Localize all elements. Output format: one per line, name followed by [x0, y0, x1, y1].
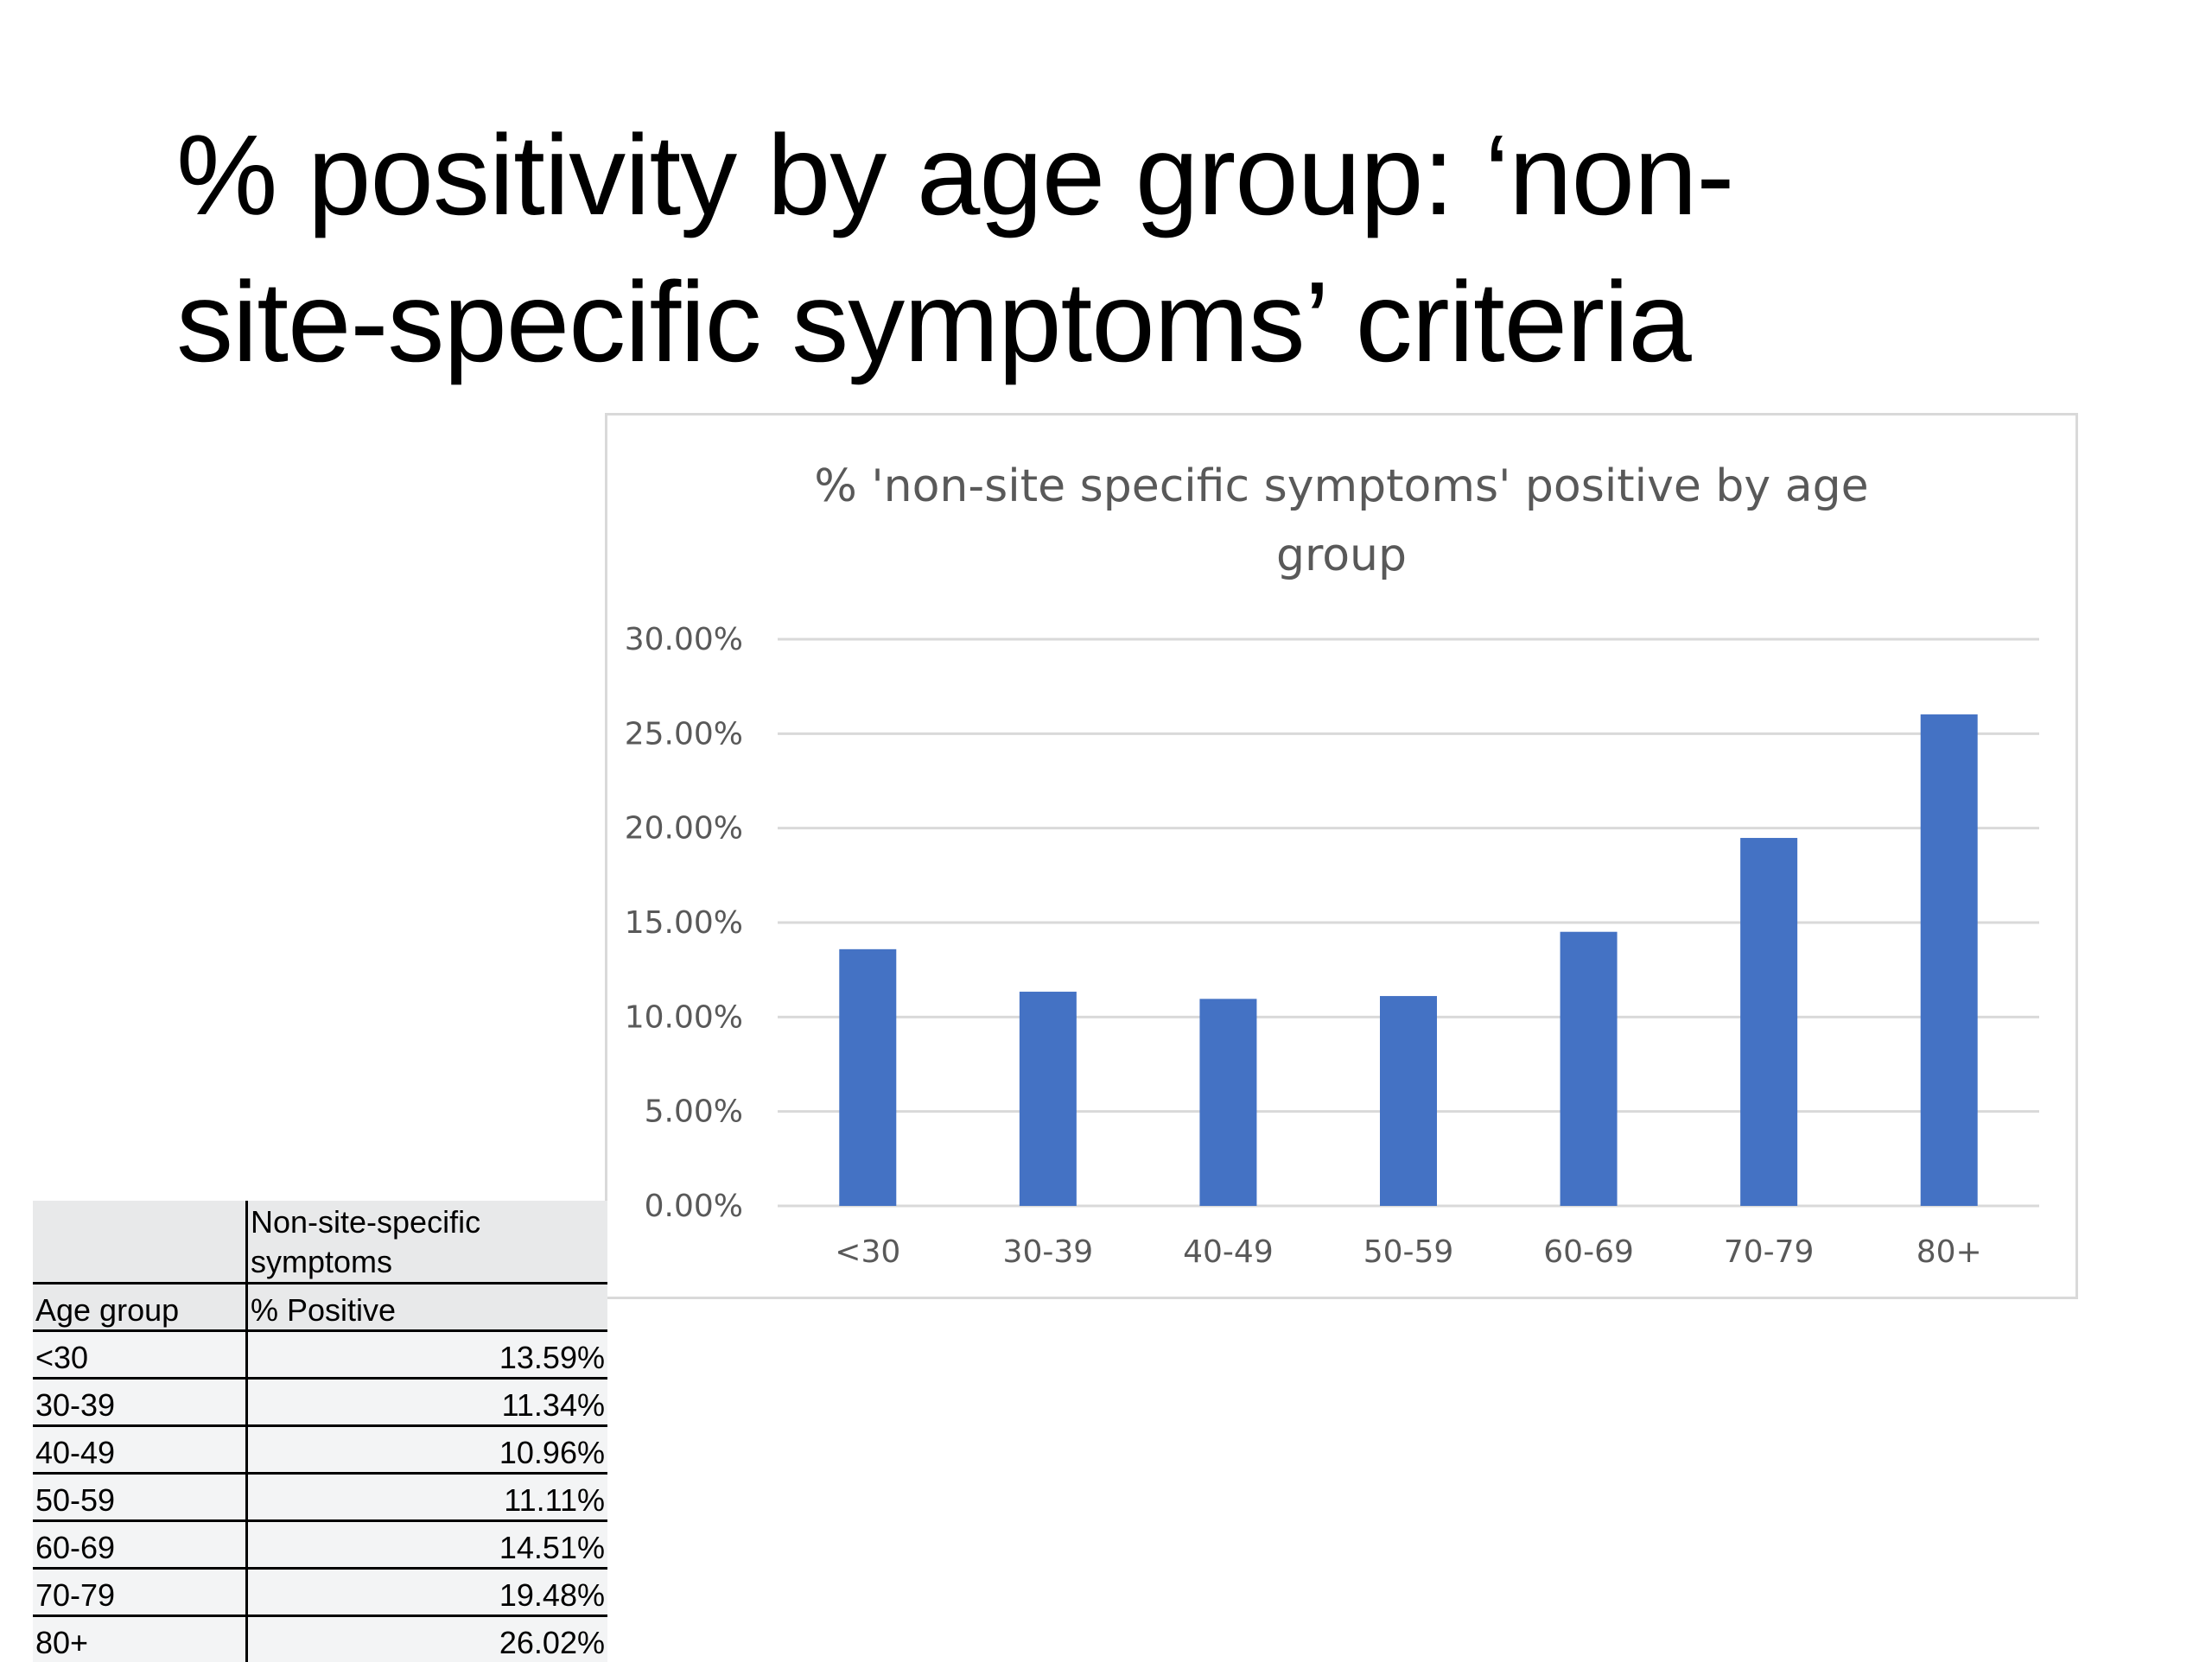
table-cell-percent-positive: 10.96% [247, 1426, 608, 1474]
bar [839, 949, 896, 1206]
chart-plot-area: 0.00% 5.00% 10.00% 15.00% 20.00% 25.00% 30.00%… [607, 416, 2075, 1297]
table-cell-age-group: 70-79 [33, 1569, 247, 1616]
x-tick-label: 80+ [1916, 1234, 1982, 1270]
y-tick-label: 10.00% [625, 999, 743, 1035]
table-cell-age-group: 60-69 [33, 1521, 247, 1569]
bar [1560, 932, 1618, 1206]
slide-title-line-2: site-specific symptoms’ criteria [176, 249, 1991, 396]
table-cell-percent-positive: 11.11% [247, 1474, 608, 1521]
x-tick-label: 40-49 [1183, 1234, 1274, 1270]
table-cell-age-group: 30-39 [33, 1379, 247, 1426]
data-table: Non-site-specific symptoms Age group % P… [33, 1201, 607, 1662]
slide-title-line-1: % positivity by age group: ‘non- [176, 102, 1991, 249]
table-header-age-group: Age group [33, 1284, 247, 1331]
table-cell-percent-positive: 19.48% [247, 1569, 608, 1616]
table-cell-percent-positive: 14.51% [247, 1521, 608, 1569]
bar-chart: % 'non-site specific symptoms' positive … [605, 413, 2078, 1299]
y-tick-label: 15.00% [625, 905, 743, 941]
table-row: 80+26.02% [33, 1616, 607, 1662]
slide-title: % positivity by age group: ‘non- site-sp… [176, 102, 1991, 396]
y-tick-label: 5.00% [645, 1094, 743, 1130]
table-header-percent-positive: % Positive [247, 1284, 608, 1331]
bar [1199, 999, 1256, 1206]
y-tick-label: 25.00% [625, 716, 743, 752]
table-cell-age-group: 40-49 [33, 1426, 247, 1474]
x-tick-label: 50-59 [1363, 1234, 1454, 1270]
bar [1921, 714, 1978, 1206]
x-tick-label: 30-39 [1003, 1234, 1094, 1270]
table-cell-percent-positive: 13.59% [247, 1331, 608, 1379]
x-tick-label: 70-79 [1724, 1234, 1815, 1270]
bar [1020, 992, 1077, 1206]
table-cell-percent-positive: 11.34% [247, 1379, 608, 1426]
table-cell-age-group: 50-59 [33, 1474, 247, 1521]
bar [1380, 996, 1437, 1206]
table-cell-percent-positive: 26.02% [247, 1616, 608, 1662]
y-tick-label: 30.00% [625, 622, 743, 657]
table-cell-age-group: 80+ [33, 1616, 247, 1662]
table-cell-age-group: <30 [33, 1331, 247, 1379]
y-tick-label: 20.00% [625, 811, 743, 847]
table-header-group: Non-site-specific symptoms [247, 1201, 608, 1284]
x-tick-label: 60-69 [1543, 1234, 1634, 1270]
table-header-empty-cell [33, 1201, 247, 1284]
x-tick-label: <30 [835, 1234, 900, 1270]
table-header-row-1: Non-site-specific symptoms [33, 1201, 607, 1284]
bar [1740, 838, 1797, 1206]
table-header-row-2: Age group % Positive [33, 1284, 607, 1331]
y-tick-label: 0.00% [645, 1189, 743, 1224]
